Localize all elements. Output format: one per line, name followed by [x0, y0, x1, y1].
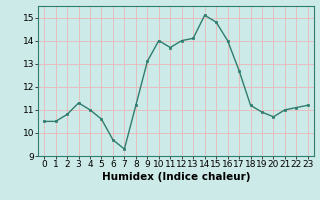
X-axis label: Humidex (Indice chaleur): Humidex (Indice chaleur)	[102, 172, 250, 182]
